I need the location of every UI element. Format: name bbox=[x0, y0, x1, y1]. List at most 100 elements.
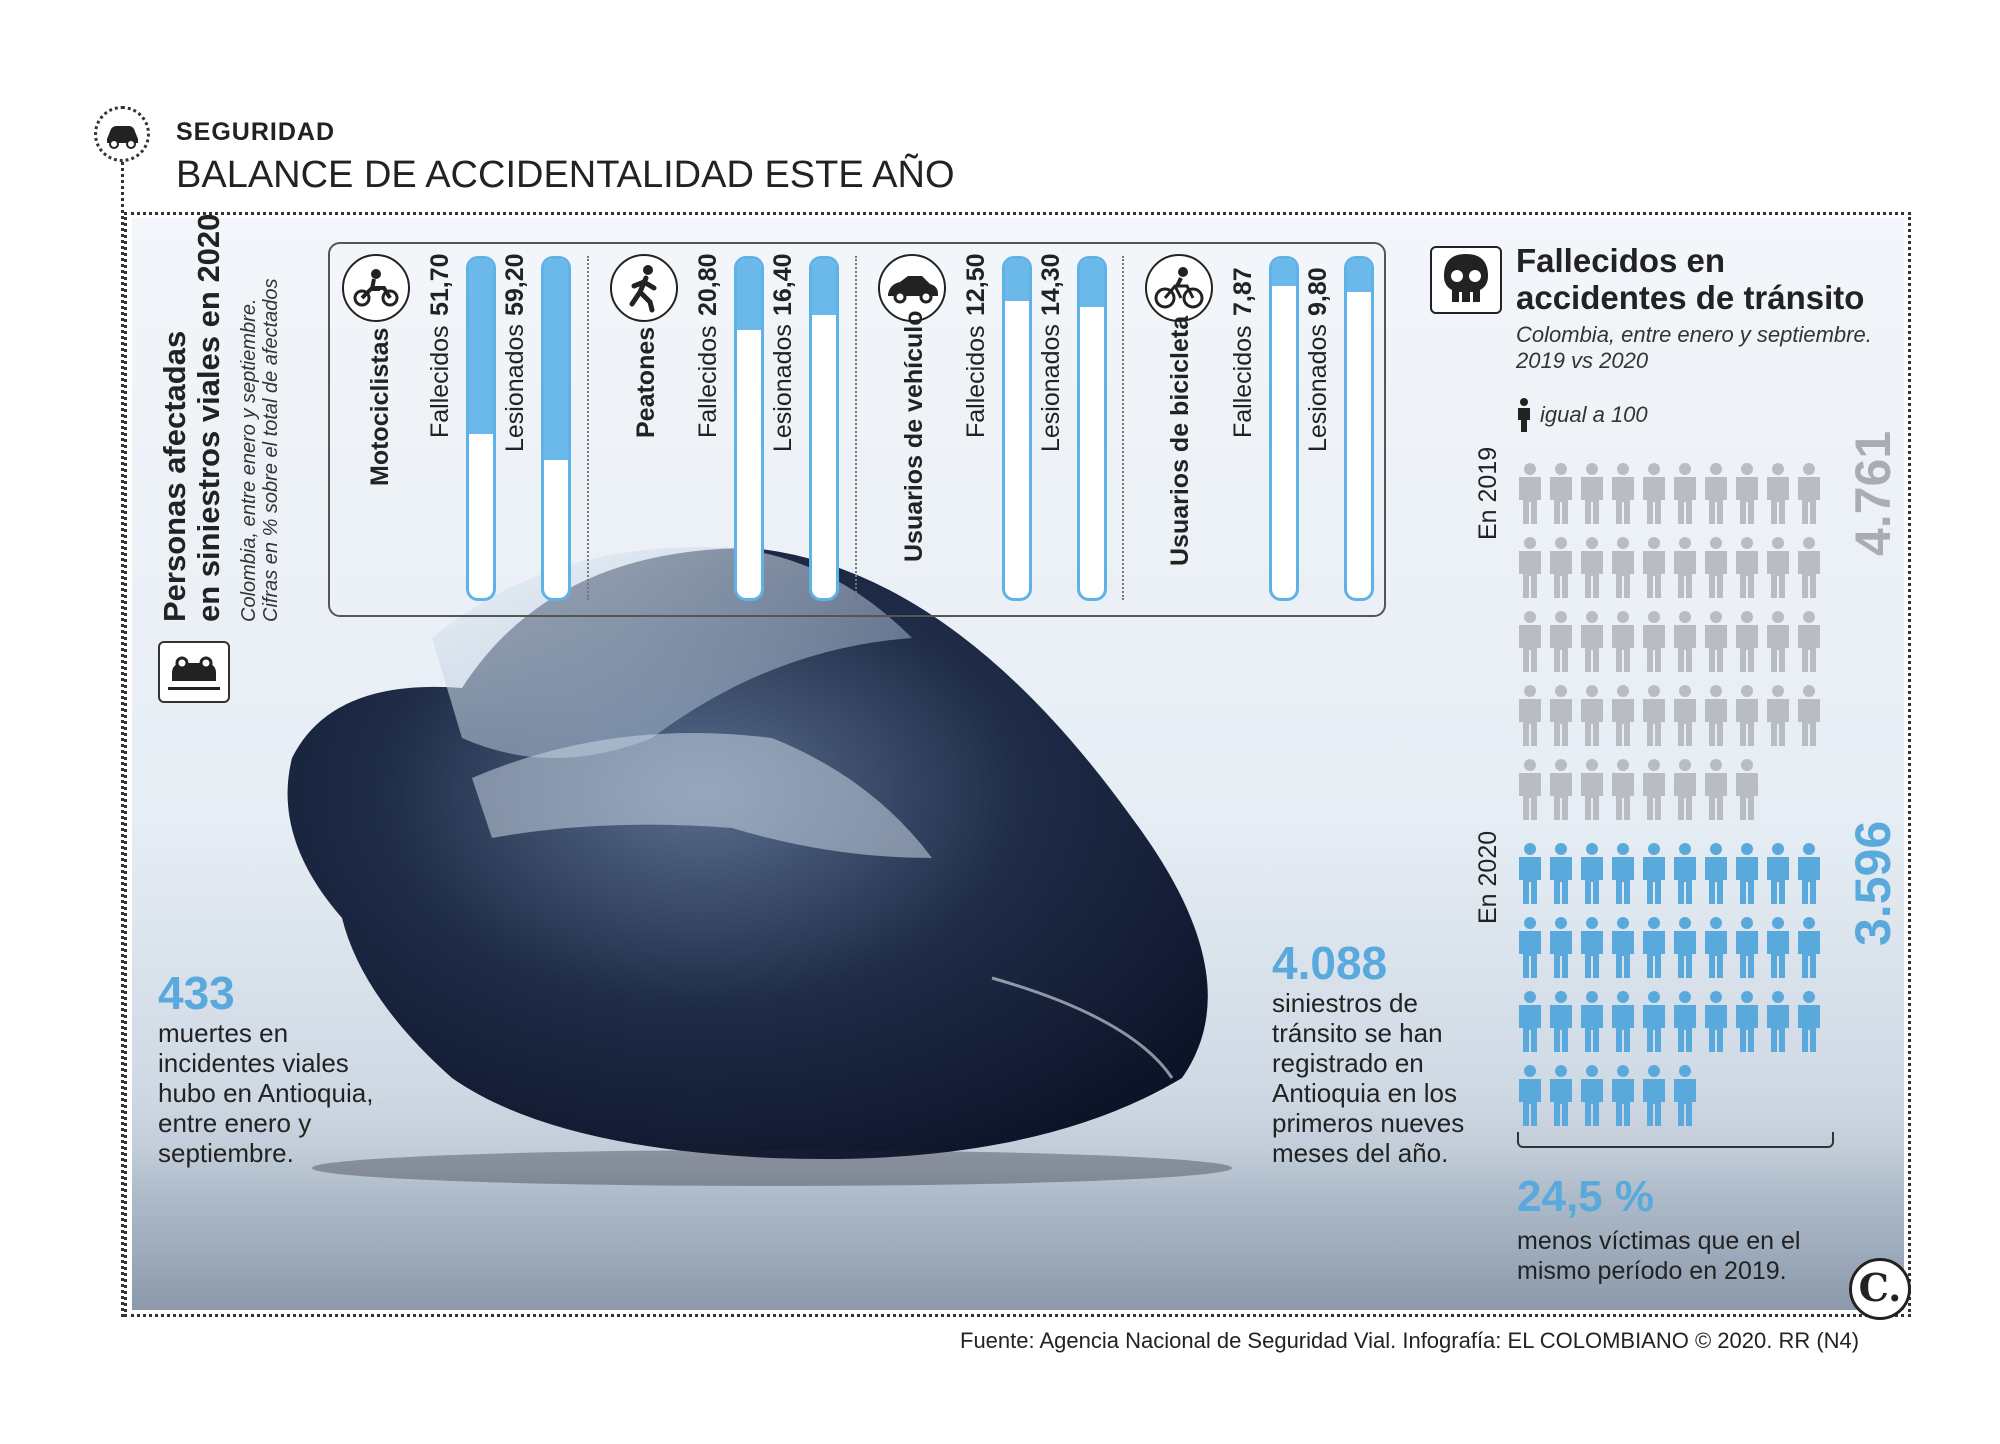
person-icon bbox=[1705, 917, 1727, 978]
motorcycle-icon bbox=[342, 254, 410, 322]
reduction-percent: 24,5 % bbox=[1517, 1172, 1654, 1221]
fatalities-title-line2: accidentes de tránsito bbox=[1516, 279, 1865, 316]
person-legend-icon bbox=[1518, 398, 1530, 432]
bar-value-label: 14,30 bbox=[1037, 253, 1065, 316]
person-icon bbox=[1519, 685, 1541, 746]
stats-title: Personas afectadas en siniestros viales … bbox=[157, 214, 226, 622]
crashes-text-line: Antioquia en los bbox=[1272, 1078, 1458, 1108]
bar-fill bbox=[544, 259, 568, 460]
person-icon bbox=[1767, 991, 1789, 1052]
bar-fill bbox=[812, 259, 836, 315]
bar-fill bbox=[737, 259, 761, 330]
crashes-text-line: registrado en bbox=[1272, 1048, 1424, 1078]
ground-shadow bbox=[132, 1150, 1904, 1310]
fatalities-subtitle-line2: 2019 vs 2020 bbox=[1516, 348, 1649, 373]
person-icon bbox=[1550, 463, 1572, 524]
person-icon bbox=[1519, 843, 1541, 904]
person-icon bbox=[1550, 843, 1572, 904]
section-title: SEGURIDAD bbox=[176, 118, 336, 146]
person-icon bbox=[1519, 611, 1541, 672]
group-separator bbox=[587, 256, 589, 600]
car-logo-icon bbox=[94, 106, 150, 162]
person-icon bbox=[1798, 917, 1820, 978]
person-icon bbox=[1736, 463, 1758, 524]
person-icon bbox=[1674, 917, 1696, 978]
person-icon bbox=[1736, 685, 1758, 746]
person-icon bbox=[1612, 685, 1634, 746]
person-icon bbox=[1674, 685, 1696, 746]
crashes-text-line: meses del año. bbox=[1272, 1138, 1449, 1168]
bar-value-label: 12,50 bbox=[962, 253, 990, 316]
bar-fallecidos-3 bbox=[1269, 256, 1299, 601]
person-icon bbox=[1798, 537, 1820, 598]
bar-value-label: 7,87 bbox=[1229, 267, 1257, 316]
stats-note-line2: Cifras en % sobre el total de afectados bbox=[260, 278, 282, 622]
person-icon bbox=[1643, 991, 1665, 1052]
page-title: BALANCE DE ACCIDENTALIDAD ESTE AÑO bbox=[176, 154, 955, 196]
person-icon bbox=[1519, 917, 1541, 978]
person-icon bbox=[1581, 917, 1603, 978]
bar-fallecidos-0 bbox=[466, 256, 496, 601]
fatalities-title: Fallecidos en accidentes de tránsito bbox=[1516, 242, 1876, 316]
person-icon bbox=[1550, 611, 1572, 672]
person-icon bbox=[1519, 759, 1541, 820]
reduction-text-line1: menos víctimas que en el bbox=[1517, 1227, 1801, 1255]
skull-icon bbox=[1430, 246, 1502, 314]
person-icon bbox=[1705, 685, 1727, 746]
group-label-bicicleta: Usuarios de bicicleta bbox=[1166, 315, 1194, 566]
deaths-text-line: incidentes viales bbox=[158, 1048, 349, 1078]
affected-bars-box bbox=[328, 242, 1386, 617]
group-separator bbox=[1122, 256, 1124, 600]
fatalities-title-line1: Fallecidos en bbox=[1516, 242, 1726, 279]
person-icon bbox=[1612, 759, 1634, 820]
person-icon bbox=[1767, 537, 1789, 598]
source-credit: Fuente: Agencia Nacional de Seguridad Vi… bbox=[960, 1328, 1860, 1353]
bar-fallecidos-2 bbox=[1002, 256, 1032, 601]
person-icon bbox=[1643, 759, 1665, 820]
person-icon bbox=[1736, 537, 1758, 598]
bracket bbox=[1517, 1132, 1834, 1148]
person-icon bbox=[1798, 463, 1820, 524]
group-label-motociclistas: Motociclistas bbox=[366, 327, 394, 486]
person-icon bbox=[1705, 463, 1727, 524]
content-panel bbox=[124, 212, 1911, 1317]
person-icon bbox=[1736, 843, 1758, 904]
bar-fill bbox=[469, 259, 493, 435]
bar-value-label: 51,70 bbox=[426, 253, 454, 316]
person-icon bbox=[1581, 463, 1603, 524]
person-icon bbox=[1674, 843, 1696, 904]
person-icon bbox=[1550, 685, 1572, 746]
person-icon bbox=[1550, 991, 1572, 1052]
person-icon bbox=[1643, 843, 1665, 904]
deaths-text-line: entre enero y bbox=[158, 1108, 312, 1138]
person-icon bbox=[1581, 1065, 1603, 1126]
person-icon bbox=[1519, 1065, 1541, 1126]
crashes-text: siniestros de tránsito se han registrado… bbox=[1272, 988, 1464, 1168]
bar-series-label: Fallecidos bbox=[694, 325, 722, 438]
person-icon bbox=[1550, 1065, 1572, 1126]
person-icon bbox=[1612, 537, 1634, 598]
total-2019: 4.761 bbox=[1845, 430, 1901, 556]
crashes-number: 4.088 bbox=[1272, 937, 1388, 989]
bar-lesionados-3 bbox=[1344, 256, 1374, 601]
deaths-text-line: muertes en bbox=[158, 1018, 289, 1048]
year-label-2020: En 2020 bbox=[1474, 830, 1502, 924]
bar-value-label: 20,80 bbox=[694, 253, 722, 316]
car-icon bbox=[878, 254, 946, 322]
person-icon bbox=[1612, 463, 1634, 524]
person-icon bbox=[1519, 463, 1541, 524]
stats-note: Colombia, entre enero y septiembre. Cifr… bbox=[238, 278, 282, 622]
person-icon bbox=[1550, 759, 1572, 820]
fatalities-subtitle: Colombia, entre enero y septiembre. 2019… bbox=[1516, 322, 1872, 374]
person-icon bbox=[1581, 991, 1603, 1052]
crashes-text-line: primeros nueves bbox=[1272, 1108, 1465, 1138]
person-icon bbox=[1643, 917, 1665, 978]
person-icon bbox=[1643, 537, 1665, 598]
person-icon bbox=[1612, 843, 1634, 904]
bar-fill bbox=[1005, 259, 1029, 302]
person-icon bbox=[1674, 991, 1696, 1052]
person-icon bbox=[1674, 759, 1696, 820]
person-icon bbox=[1705, 991, 1727, 1052]
pedestrian-icon bbox=[610, 254, 678, 322]
crashes-text-line: siniestros de bbox=[1272, 988, 1418, 1018]
